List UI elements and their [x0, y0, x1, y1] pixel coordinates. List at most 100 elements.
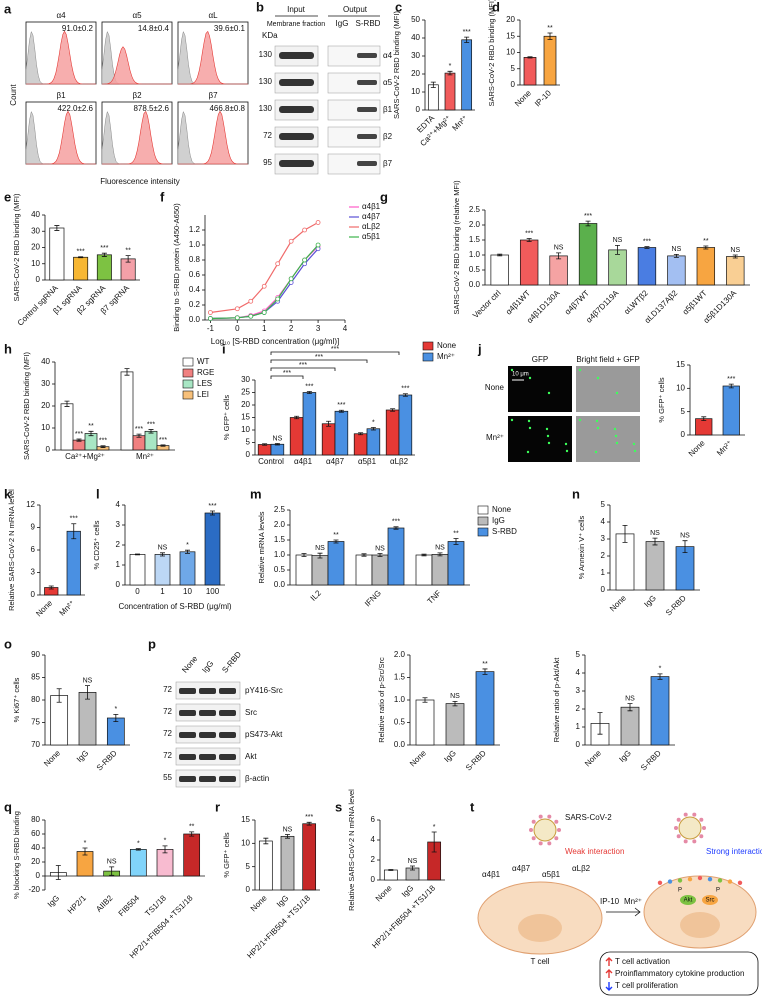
y-tick-label: 0.4: [189, 285, 201, 294]
significance-label: ***: [75, 431, 83, 438]
virus: [533, 818, 557, 842]
bar: [620, 706, 640, 746]
error-bar: [262, 443, 268, 446]
x-tick-label: S-RBD: [464, 748, 488, 772]
weight-label: 95: [263, 158, 272, 167]
y-axis-label: % Annexin V⁺ cells: [577, 515, 586, 579]
y-tick-label: 3: [576, 686, 581, 695]
x-tick-label: IgG: [46, 894, 61, 909]
error-bar: [162, 845, 168, 854]
legend-swatch: [182, 357, 194, 367]
integrin: [717, 878, 723, 883]
x-tick-label: 3: [316, 324, 321, 333]
spike: [676, 834, 681, 839]
gfp-cell: [596, 376, 600, 380]
gfp-cell: [527, 419, 531, 423]
nucleus: [680, 912, 720, 938]
significance-label: NS: [625, 695, 635, 702]
panel-letter: g: [380, 189, 388, 204]
integrin: [727, 879, 733, 884]
spike: [702, 826, 706, 830]
y-tick-label: 0.0: [469, 280, 481, 289]
weight-label: 130: [259, 104, 273, 113]
band: [357, 134, 377, 139]
bar: [257, 444, 272, 456]
bar: [302, 823, 317, 891]
point: [288, 238, 294, 244]
error-bar: [388, 869, 394, 871]
significance-label: *: [659, 666, 662, 673]
band-label: pY416-Src: [245, 686, 283, 695]
legend-label: αLβ2: [362, 222, 381, 231]
y-tick-label: 1.5: [274, 535, 286, 544]
weight-label: 72: [263, 131, 272, 140]
x-tick-label: IgG: [642, 594, 657, 609]
gfp-cell: [613, 427, 617, 431]
x-tick-label: 2: [289, 324, 294, 333]
control-histogram: [101, 30, 172, 85]
y-tick-label: 2.0: [469, 220, 481, 229]
y-tick-label: 40: [31, 843, 40, 852]
bar: [447, 541, 465, 586]
error-bar: [701, 416, 707, 421]
significance-label: NS: [83, 677, 93, 684]
significance-label: ***: [99, 438, 107, 445]
y-tick-label: 6: [371, 815, 376, 824]
significance-label: NS: [283, 826, 293, 833]
gfp-cell: [564, 442, 568, 446]
panel-letter: r: [215, 799, 220, 814]
y-tick-label: 25: [241, 388, 250, 397]
y-tick-label: 3: [116, 520, 121, 529]
lane-label: None: [180, 654, 200, 675]
significance-label: NS: [730, 247, 740, 254]
gfp-cell: [547, 441, 551, 445]
y-tick-label: 4: [601, 517, 606, 526]
integrin-label: α4β1: [482, 870, 501, 879]
band: [279, 79, 314, 86]
panel-letter: m: [250, 486, 262, 501]
significance-label: ***: [135, 426, 143, 433]
series-line: [210, 248, 319, 320]
significance-label: NS: [680, 533, 690, 540]
y-tick-label: 2: [371, 855, 376, 864]
significance-label: ***: [208, 503, 216, 510]
error-bar: [452, 700, 458, 707]
bar: [696, 247, 716, 286]
phospho-label: P: [678, 888, 682, 894]
significance-label: ***: [727, 376, 735, 383]
error-bar: [657, 673, 663, 680]
weight-label: 72: [163, 729, 172, 738]
x-tick-label: IgG: [75, 749, 90, 764]
bar: [183, 833, 201, 877]
y-tick-label: 0: [36, 871, 41, 880]
legend-swatch: [422, 352, 434, 362]
significance-label: **: [453, 530, 459, 537]
comparison-bracket: [270, 375, 304, 379]
error-bar: [294, 415, 300, 420]
point: [302, 227, 308, 233]
error-bar: [113, 714, 119, 722]
band: [179, 776, 196, 782]
point: [248, 313, 254, 319]
significance-label: ***: [70, 516, 78, 523]
weight-label: 72: [163, 685, 172, 694]
bar: [270, 443, 285, 456]
y-tick-label: 2.5: [469, 205, 481, 214]
y-tick-label: 0: [416, 105, 421, 114]
image-column-label: GFP: [532, 355, 548, 364]
error-bar: [71, 523, 77, 540]
gfp-cell: [546, 434, 550, 438]
x-tick-label: α4β7WT: [563, 288, 591, 316]
error-bar: [431, 831, 437, 853]
spike: [692, 839, 697, 844]
y-axis-label: SARS-CoV-2 RBD binding (MFI): [487, 0, 496, 106]
y-tick-label: 0: [36, 275, 41, 284]
bar: [311, 555, 329, 586]
significance-label: ***: [463, 29, 471, 36]
series-line: [210, 244, 319, 320]
bar: [431, 554, 449, 586]
error-bar: [54, 225, 60, 231]
bar: [398, 394, 413, 456]
y-tick-label: 15: [241, 815, 250, 824]
bar: [355, 554, 373, 586]
